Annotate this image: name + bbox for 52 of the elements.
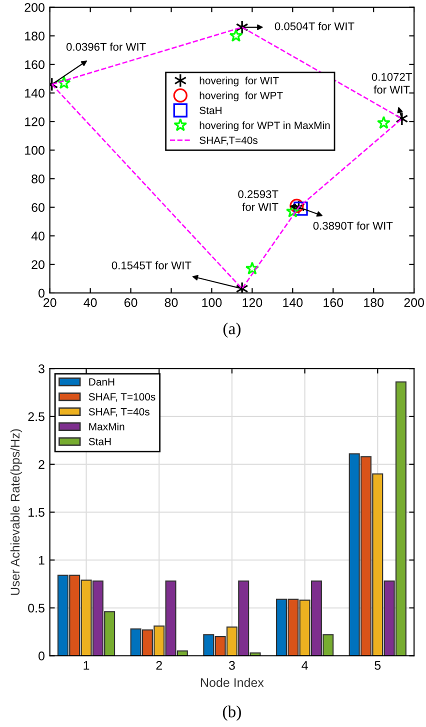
annotation: 0.1072T for WIT bbox=[372, 73, 412, 94]
x-tick-label: 3 bbox=[228, 660, 235, 670]
y-axis-title: User Achievable Rate(bps/Hz) bbox=[10, 429, 22, 595]
legend-label: SHAF, T=40s bbox=[88, 408, 150, 417]
x-tick-label: 160 bbox=[324, 298, 344, 308]
x-tick-label: 2 bbox=[156, 660, 162, 670]
legend-label: hovering for WPT in MaxMin bbox=[200, 121, 330, 132]
y-tick-label: 40 bbox=[31, 232, 44, 240]
text: (b) bbox=[222, 706, 241, 721]
legend-label: hovering for WIT bbox=[200, 76, 279, 86]
annotation: 0.3890T for WIT bbox=[313, 222, 393, 230]
legend-label: StaH bbox=[200, 106, 222, 114]
y-tick-label: 0 bbox=[38, 288, 44, 298]
y-tick-label: 200 bbox=[24, 3, 44, 12]
legend-label: SHAF, T=100s bbox=[88, 393, 156, 402]
y-tick-label: 2.5 bbox=[28, 412, 44, 422]
annotation: 0.2593T for WIT bbox=[238, 190, 278, 211]
annotation: 0.0396T for WIT bbox=[66, 42, 146, 51]
text: (a) bbox=[223, 322, 240, 338]
x-tick-label: 1 bbox=[84, 661, 90, 670]
x-tick-label: 40 bbox=[84, 298, 97, 308]
x-tick-label: 140 bbox=[283, 298, 303, 308]
y-tick-label: 120 bbox=[25, 117, 44, 126]
legend-label: StaH bbox=[88, 438, 111, 446]
annotation: 0.0504T for WIT bbox=[274, 22, 354, 30]
x-tick-label: 5 bbox=[374, 661, 381, 670]
annotation: 0.1545T for WIT bbox=[112, 261, 192, 270]
x-axis-title: Node Index bbox=[201, 678, 264, 688]
x-tick-label: 180 bbox=[364, 298, 384, 308]
y-tick-label: 20 bbox=[32, 260, 44, 270]
y-tick-label: 1 bbox=[38, 556, 44, 565]
x-tick-label: 80 bbox=[164, 298, 178, 308]
y-tick-label: 100 bbox=[25, 146, 44, 155]
y-tick-label: 160 bbox=[25, 60, 44, 70]
x-tick-label: 120 bbox=[242, 298, 262, 308]
y-tick-label: 180 bbox=[25, 32, 44, 40]
x-tick-label: 60 bbox=[124, 298, 138, 308]
legend-label: SHAF,T=40s bbox=[200, 136, 258, 146]
y-tick-label: 140 bbox=[25, 88, 44, 98]
x-tick-label: 200 bbox=[404, 298, 424, 308]
y-tick-label: 0.5 bbox=[28, 604, 44, 613]
legend-label: DanH bbox=[89, 378, 114, 386]
y-tick-label: 80 bbox=[32, 174, 44, 184]
legend-label: MaxMin bbox=[89, 422, 124, 430]
y-tick-label: 0 bbox=[38, 652, 44, 660]
y-tick-label: 3 bbox=[38, 364, 44, 374]
y-tick-label: 1.5 bbox=[28, 508, 44, 517]
y-tick-label: 60 bbox=[32, 203, 44, 212]
legend-label: hovering for WPT bbox=[200, 92, 283, 102]
x-tick-label: 100 bbox=[202, 298, 222, 308]
x-tick-label: 4 bbox=[302, 661, 308, 670]
y-tick-label: 2 bbox=[38, 460, 44, 469]
